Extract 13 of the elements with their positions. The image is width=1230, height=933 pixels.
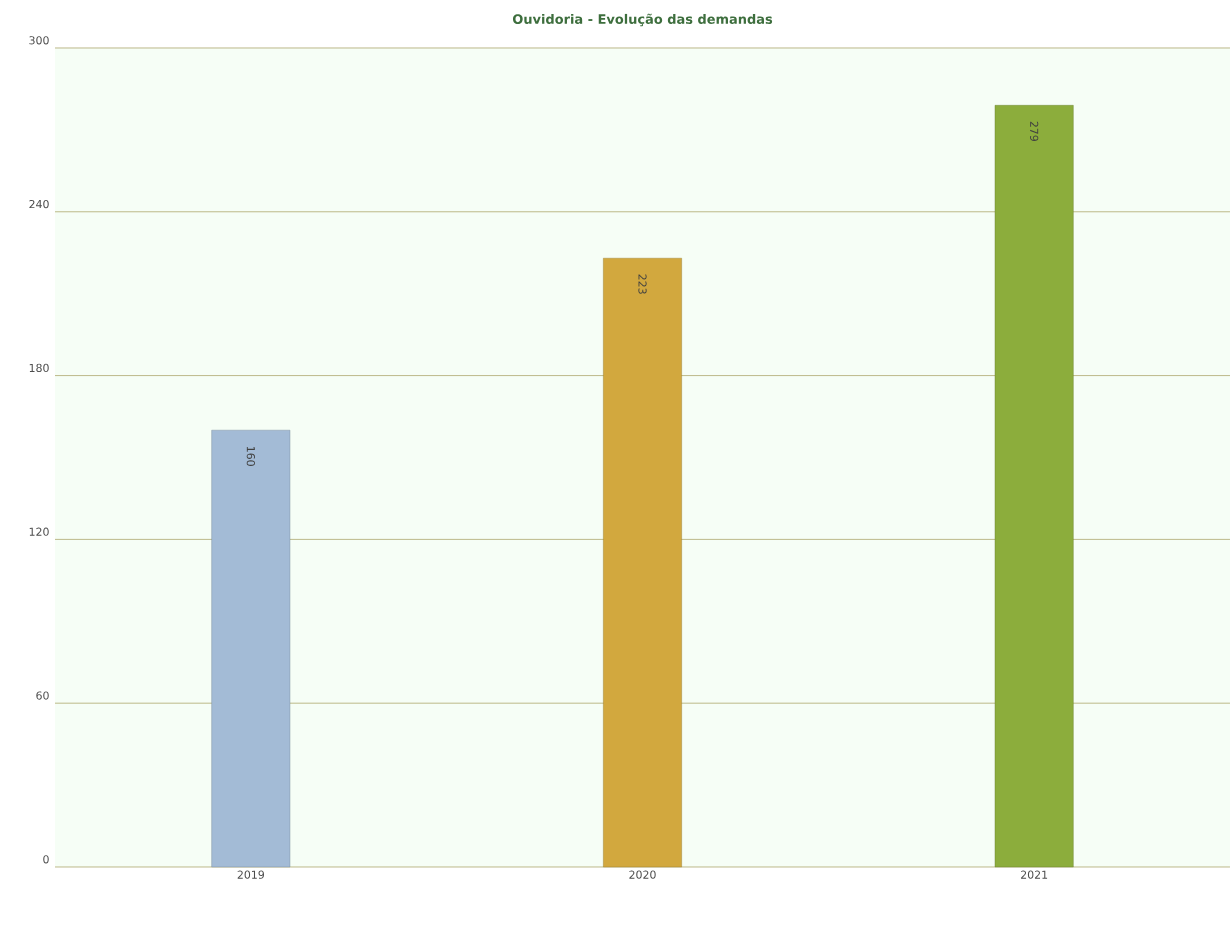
x-tick-label: 2021 xyxy=(1021,870,1048,879)
y-tick-label: 60 xyxy=(36,691,49,700)
data-label: 223 xyxy=(638,274,647,294)
y-tick-label: 0 xyxy=(43,855,49,864)
data-label: 279 xyxy=(1030,121,1039,141)
x-tick-label: 2019 xyxy=(237,870,265,879)
y-tick-label: 180 xyxy=(29,363,49,373)
chart-title: Ouvidoria - Evolução das demandas xyxy=(512,13,773,27)
x-tick-label: 2020 xyxy=(629,870,656,879)
y-tick-label: 300 xyxy=(29,36,49,45)
y-tick-label: 240 xyxy=(29,199,49,209)
y-tick-label: 120 xyxy=(29,527,49,536)
data-label: 160 xyxy=(246,446,255,466)
